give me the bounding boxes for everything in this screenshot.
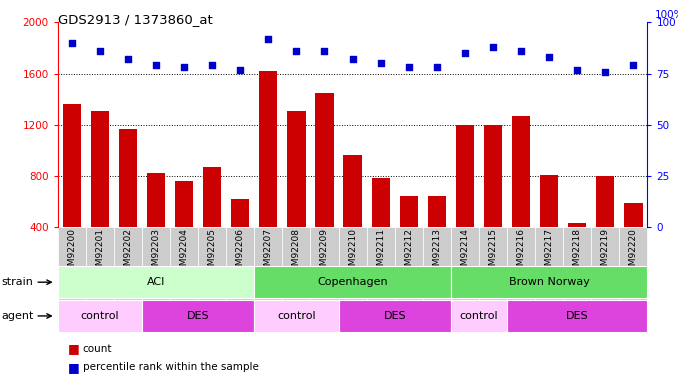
Point: [544, 54, 555, 60]
Text: percentile rank within the sample: percentile rank within the sample: [83, 363, 258, 372]
Point: [487, 44, 498, 50]
Text: ■: ■: [68, 342, 79, 355]
Text: agent: agent: [1, 311, 34, 321]
Bar: [287, 111, 306, 278]
Point: [263, 36, 274, 42]
Bar: [226, 227, 254, 319]
Point: [178, 64, 189, 70]
Bar: [142, 227, 170, 319]
Text: DES: DES: [186, 311, 210, 321]
Bar: [254, 227, 282, 319]
Bar: [147, 173, 165, 278]
Point: [572, 66, 582, 72]
Text: 100%: 100%: [654, 10, 678, 20]
Point: [431, 64, 442, 70]
Text: strain: strain: [1, 277, 33, 287]
Bar: [456, 124, 474, 278]
Point: [66, 40, 77, 46]
Point: [207, 62, 218, 68]
Bar: [484, 124, 502, 278]
Text: ■: ■: [68, 361, 79, 374]
Point: [600, 69, 611, 75]
Bar: [479, 227, 507, 319]
Text: DES: DES: [566, 311, 589, 321]
Bar: [62, 104, 81, 278]
Bar: [568, 223, 586, 278]
Bar: [259, 71, 277, 278]
Point: [403, 64, 414, 70]
Text: Brown Norway: Brown Norway: [508, 277, 590, 287]
Bar: [624, 202, 643, 278]
Point: [319, 48, 330, 54]
Bar: [170, 227, 198, 319]
Text: count: count: [83, 344, 113, 354]
Bar: [114, 227, 142, 319]
Text: control: control: [277, 311, 316, 321]
Bar: [282, 227, 311, 319]
Point: [291, 48, 302, 54]
Bar: [85, 227, 114, 319]
Bar: [507, 227, 535, 319]
Bar: [540, 174, 558, 278]
Bar: [311, 227, 338, 319]
Bar: [175, 181, 193, 278]
Bar: [344, 155, 361, 278]
Text: control: control: [81, 311, 119, 321]
Bar: [535, 227, 563, 319]
Bar: [399, 196, 418, 278]
Bar: [372, 178, 390, 278]
Bar: [591, 227, 620, 319]
Bar: [119, 129, 137, 278]
Bar: [512, 116, 530, 278]
Point: [151, 62, 161, 68]
Bar: [395, 227, 423, 319]
Point: [94, 48, 105, 54]
Text: DES: DES: [383, 311, 406, 321]
Point: [460, 50, 471, 56]
Point: [123, 56, 134, 62]
Text: GDS2913 / 1373860_at: GDS2913 / 1373860_at: [58, 13, 212, 26]
Text: control: control: [460, 311, 498, 321]
Bar: [315, 93, 334, 278]
Bar: [58, 227, 85, 319]
Bar: [563, 227, 591, 319]
Point: [375, 60, 386, 66]
Bar: [620, 227, 647, 319]
Bar: [203, 167, 221, 278]
Bar: [91, 111, 109, 278]
Bar: [338, 227, 367, 319]
Bar: [423, 227, 451, 319]
Bar: [198, 227, 226, 319]
Point: [235, 66, 245, 72]
Point: [628, 62, 639, 68]
Bar: [451, 227, 479, 319]
Bar: [367, 227, 395, 319]
Point: [347, 56, 358, 62]
Text: ACI: ACI: [146, 277, 165, 287]
Bar: [428, 196, 446, 278]
Bar: [231, 199, 250, 278]
Bar: [596, 176, 614, 278]
Point: [516, 48, 527, 54]
Text: Copenhagen: Copenhagen: [317, 277, 388, 287]
